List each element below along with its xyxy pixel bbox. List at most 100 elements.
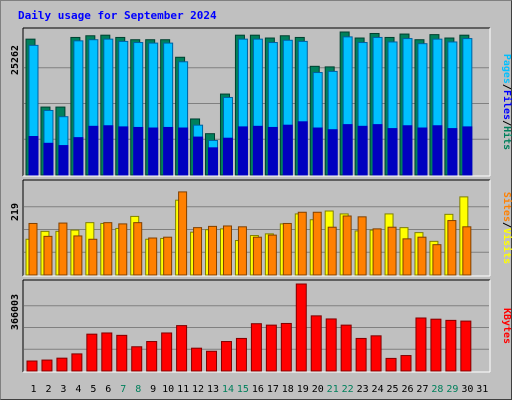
bar-sites-day-3 xyxy=(58,222,68,276)
bar-kbytes-day-16 xyxy=(250,323,262,372)
bar-sites-day-24 xyxy=(372,228,382,276)
bar-sites-day-2 xyxy=(43,235,53,276)
bar-pages-day-25 xyxy=(387,128,398,176)
bar-pages-day-20 xyxy=(312,127,323,176)
bar-sites-day-8 xyxy=(133,222,143,276)
bar-sites-day-22 xyxy=(342,215,352,276)
day-label-7: 7 xyxy=(120,384,126,395)
day-label-31: 31 xyxy=(476,384,488,395)
legend-item: Visits xyxy=(501,228,512,264)
bar-kbytes-day-15 xyxy=(235,337,247,372)
bar-pages-day-10 xyxy=(163,126,174,176)
bar-sites-day-19 xyxy=(297,211,307,276)
day-label-3: 3 xyxy=(60,384,66,395)
chart-title: Daily usage for September 2024 xyxy=(18,9,217,22)
legend-item: Hits xyxy=(501,126,512,150)
bar-sites-day-29 xyxy=(447,220,457,276)
day-label-21: 21 xyxy=(327,384,339,395)
bar-pages-day-15 xyxy=(237,126,248,176)
day-label-20: 20 xyxy=(312,384,324,395)
bar-sites-day-5 xyxy=(88,238,98,276)
bar-pages-day-16 xyxy=(252,125,263,176)
day-label-27: 27 xyxy=(416,384,428,395)
bar-sites-day-13 xyxy=(208,225,218,276)
bar-sites-day-10 xyxy=(163,236,173,276)
bar-pages-day-21 xyxy=(327,129,338,176)
bar-pages-day-8 xyxy=(133,126,144,176)
day-label-18: 18 xyxy=(282,384,294,395)
bar-pages-day-28 xyxy=(432,125,443,176)
bar-pages-day-3 xyxy=(58,145,69,176)
day-label-23: 23 xyxy=(357,384,369,395)
bar-sites-day-21 xyxy=(327,226,337,276)
bar-sites-day-4 xyxy=(73,235,83,276)
y-axis-max-labels: 25262 219 366003 xyxy=(10,45,21,330)
bar-sites-day-7 xyxy=(118,223,128,276)
bar-pages-day-13 xyxy=(208,147,219,176)
legend-item: KBytes xyxy=(501,308,512,344)
bar-sites-day-27 xyxy=(417,236,427,276)
bar-kbytes-day-28 xyxy=(430,318,442,372)
bar-kbytes-day-23 xyxy=(355,337,367,372)
bar-kbytes-day-27 xyxy=(415,317,427,372)
bar-pages-day-4 xyxy=(73,137,84,176)
x-axis-day-labels: 1 2 3 4 5 6 7 8 9 10 11 12 13 14 15 16 17 18 19 20 21 22 23 24 2… xyxy=(30,384,488,395)
bar-sites-day-14 xyxy=(222,225,232,276)
bar-pages-day-27 xyxy=(417,127,428,176)
bar-pages-day-12 xyxy=(193,136,204,176)
legend-item: Files xyxy=(501,90,512,120)
bar-kbytes-day-29 xyxy=(445,319,457,372)
bar-pages-day-18 xyxy=(282,124,293,176)
y-max-label: 366003 xyxy=(10,294,21,330)
bar-kbytes-day-24 xyxy=(370,335,382,372)
bar-sites-day-18 xyxy=(282,222,292,276)
legend-text: KBytes xyxy=(501,308,512,344)
bar-sites-day-1 xyxy=(28,222,38,276)
bar-pages-day-17 xyxy=(267,126,278,176)
bar-sites-day-16 xyxy=(252,236,262,276)
bar-pages-day-24 xyxy=(372,124,383,176)
bar-sites-day-6 xyxy=(103,222,113,276)
day-label-6: 6 xyxy=(105,384,111,395)
bar-pages-day-5 xyxy=(88,125,99,176)
day-label-11: 11 xyxy=(177,384,189,395)
day-label-13: 13 xyxy=(207,384,219,395)
bar-sites-day-30 xyxy=(462,226,472,276)
legend-item: / xyxy=(501,84,512,90)
bar-pages-day-22 xyxy=(342,124,353,176)
bar-kbytes-day-13 xyxy=(206,350,218,372)
bars xyxy=(25,31,473,372)
day-label-8: 8 xyxy=(135,384,141,395)
day-label-14: 14 xyxy=(222,384,234,395)
day-label-26: 26 xyxy=(401,384,413,395)
bar-pages-day-19 xyxy=(297,121,308,176)
bar-pages-day-29 xyxy=(447,128,458,176)
bar-kbytes-day-25 xyxy=(385,357,397,372)
day-label-9: 9 xyxy=(150,384,156,395)
bar-kbytes-day-3 xyxy=(56,357,68,372)
bar-kbytes-day-4 xyxy=(71,353,83,372)
bar-sites-day-12 xyxy=(193,227,203,276)
bar-kbytes-day-26 xyxy=(400,355,412,372)
legend-item: / xyxy=(501,120,512,126)
bar-sites-day-28 xyxy=(432,244,442,276)
day-label-12: 12 xyxy=(192,384,204,395)
day-label-1: 1 xyxy=(30,384,36,395)
bar-pages-day-11 xyxy=(178,127,189,176)
bar-kbytes-day-11 xyxy=(176,325,188,372)
bar-pages-day-2 xyxy=(43,142,54,176)
bar-pages-day-1 xyxy=(28,136,39,176)
bar-sites-day-23 xyxy=(357,216,367,276)
bar-sites-day-17 xyxy=(267,234,277,276)
bar-kbytes-day-22 xyxy=(340,324,352,372)
legend-text: Pages/Files/Hits xyxy=(501,54,512,150)
bar-kbytes-day-8 xyxy=(131,346,143,372)
bar-kbytes-day-30 xyxy=(460,320,472,372)
legend-item: Pages xyxy=(501,54,512,84)
day-label-25: 25 xyxy=(387,384,399,395)
bar-kbytes-day-5 xyxy=(86,333,98,372)
bar-kbytes-day-14 xyxy=(220,341,232,372)
legend-text: Sites/Visits xyxy=(501,192,512,264)
legend-item: / xyxy=(501,222,512,228)
